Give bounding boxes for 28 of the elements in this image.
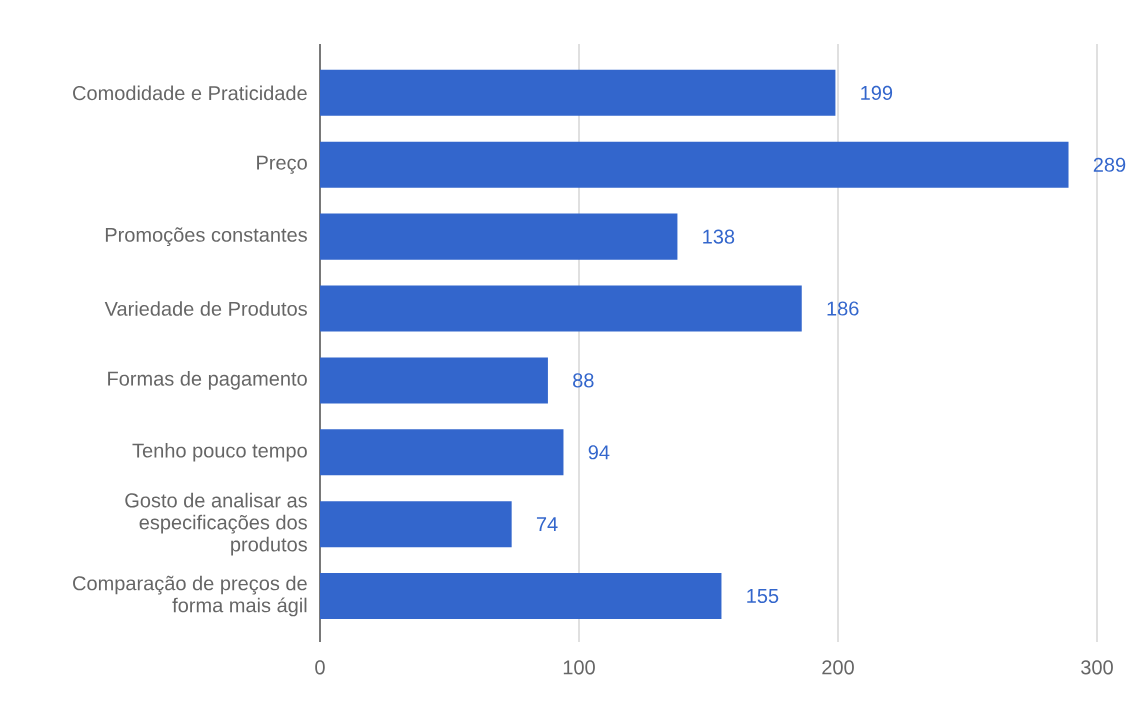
y-tick-label: Comparação de preços de forma mais ágil [73, 575, 307, 617]
x-tick-label: 100 [563, 660, 595, 675]
x-tick-label: 300 [1081, 660, 1113, 675]
bar [320, 285, 802, 332]
bar [320, 357, 548, 404]
data-label: 186 [827, 301, 859, 316]
x-tick-label: 200 [822, 660, 854, 675]
data-label: 289 [1093, 157, 1126, 172]
x-tick-label: 0 [315, 660, 325, 675]
data-label: 138 [703, 229, 735, 244]
bar [320, 141, 1069, 188]
y-tick-label: Promoções constantes [105, 227, 307, 246]
y-tick-label: Formas de pagamento [108, 371, 307, 390]
data-label: 74 [536, 517, 558, 532]
y-tick-label: Tenho pouco tempo [132, 442, 307, 462]
y-tick-label: Preço [257, 155, 307, 174]
bar [320, 69, 836, 116]
y-tick-label: Variedade de Produtos [104, 301, 307, 316]
bar [320, 213, 678, 260]
y-tick-label: Comodidade e Praticidade [73, 85, 307, 101]
bar [320, 573, 722, 620]
bar [320, 429, 564, 476]
data-label: 88 [573, 373, 594, 388]
data-label: 94 [588, 445, 610, 460]
data-label: 199 [861, 85, 893, 100]
y-tick-label: Gosto de analisar as especificações dos produtos [125, 492, 307, 556]
bar [320, 501, 512, 548]
data-label: 155 [747, 589, 779, 603]
